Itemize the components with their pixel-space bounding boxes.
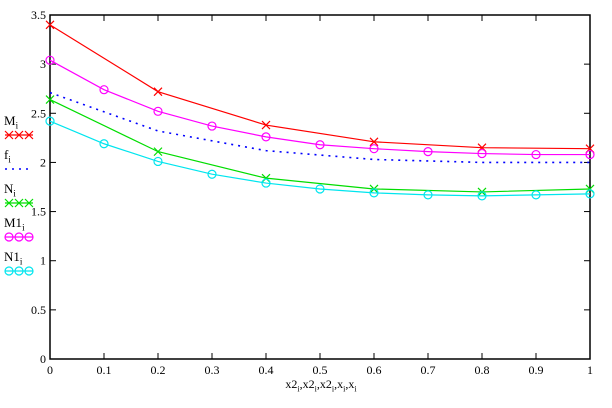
series-n1: [45, 116, 595, 201]
x-tick-label: 0.3: [205, 363, 220, 377]
series-line: [49, 24, 591, 150]
data-point: [153, 87, 163, 97]
series-m: [45, 20, 595, 154]
legend-label: Mi: [4, 113, 19, 131]
data-point: [585, 189, 595, 199]
data-point: [261, 178, 271, 188]
x-tick-label: 0.1: [97, 363, 112, 377]
data-point: [207, 121, 217, 131]
data-point: [315, 140, 325, 150]
data-point: [369, 188, 379, 198]
data-point: [14, 130, 24, 140]
legend-item-n: Ni: [4, 181, 44, 215]
legend-label: M1i: [4, 215, 25, 233]
data-point: [45, 116, 55, 126]
data-point: [14, 266, 24, 276]
legend-item-m: Mi: [4, 113, 44, 147]
legend-label: fi: [4, 147, 11, 165]
x-tick-label: 0.5: [313, 363, 328, 377]
legend: Mi fi Ni M1i N1i: [4, 113, 44, 283]
x-axis-label-part: x2i,: [285, 377, 303, 394]
x-axis-label-part: x2i,: [302, 377, 320, 394]
series-f: [49, 91, 590, 164]
data-point: [153, 156, 163, 167]
data-point: [99, 85, 109, 95]
data-point: [4, 130, 14, 140]
data-point: [423, 190, 433, 200]
data-point: [4, 198, 14, 208]
y-tick-label: 3.5: [31, 8, 46, 22]
y-tick-label: 3: [40, 57, 46, 71]
data-point: [4, 266, 14, 276]
data-point: [207, 169, 217, 179]
series-line: [49, 120, 591, 197]
data-point: [24, 198, 34, 208]
data-point: [14, 232, 24, 242]
data-point: [531, 149, 541, 160]
series-line: [49, 98, 591, 193]
data-point: [369, 144, 379, 154]
data-point: [4, 232, 14, 242]
legend-swatch: [4, 130, 34, 140]
legend-item-f: fi: [4, 147, 44, 181]
data-point: [585, 184, 595, 194]
data-point: [585, 149, 595, 160]
legend-item-n1: N1i: [4, 249, 44, 283]
x-tick-label: 1: [587, 363, 593, 377]
y-tick-label: 0.5: [31, 303, 46, 317]
data-point: [24, 266, 34, 276]
data-point: [261, 132, 271, 142]
series-line: [49, 91, 590, 164]
data-point: [153, 147, 163, 157]
series-line: [49, 59, 590, 156]
data-point: [369, 137, 379, 147]
x-tick-label: 0.7: [421, 363, 436, 377]
data-point: [477, 148, 487, 159]
x-tick-label: 0: [47, 363, 53, 377]
x-axis-label: x2i,x2i,x2i,xi,xi: [0, 377, 612, 393]
y-tick-label: 2.5: [31, 106, 46, 120]
data-point: [315, 184, 325, 194]
data-point: [153, 106, 163, 116]
data-point: [261, 120, 271, 130]
y-tick-label: 1: [40, 254, 46, 268]
x-tick-label: 0.9: [529, 363, 544, 377]
data-point: [24, 130, 34, 140]
y-tick-label: 2: [40, 155, 46, 169]
y-tick-label: 1.5: [31, 205, 46, 219]
x-tick-label: 0.8: [475, 363, 490, 377]
legend-swatch: [5, 168, 33, 170]
legend-item-m1: M1i: [4, 215, 44, 249]
legend-swatch: [4, 266, 34, 276]
legend-label: Ni: [4, 181, 16, 199]
x-tick-label: 0.2: [151, 363, 166, 377]
x-axis-label-part: xi,: [337, 377, 349, 394]
legend-label: N1i: [4, 249, 23, 267]
data-point: [477, 191, 487, 201]
data-point: [24, 232, 34, 242]
data-point: [45, 95, 55, 104]
x-tick-label: 0.6: [367, 363, 382, 377]
y-tick-label: 0: [40, 352, 46, 366]
data-point: [45, 55, 55, 65]
data-point: [261, 173, 271, 183]
data-point: [531, 190, 541, 200]
data-point: [45, 20, 55, 30]
data-point: [423, 147, 433, 157]
x-tick-label: 0.4: [259, 363, 274, 377]
series-m1: [45, 55, 595, 160]
plot-frame: [49, 14, 591, 360]
legend-swatch: [4, 198, 34, 208]
data-point: [99, 139, 109, 149]
series-n: [45, 95, 595, 197]
data-point: [14, 198, 24, 208]
legend-swatch: [4, 232, 34, 242]
x-axis-label-part: x2i,: [319, 377, 338, 394]
x-axis-label-part: xi: [348, 377, 357, 394]
